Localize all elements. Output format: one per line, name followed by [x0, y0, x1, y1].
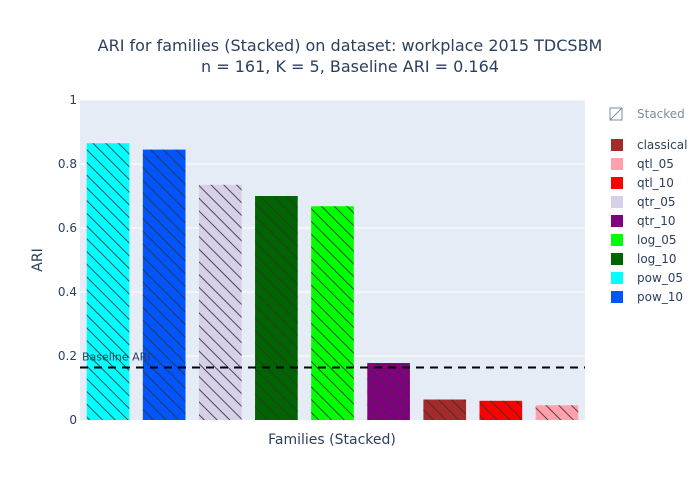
bar-hatch-pow_10 [142, 149, 186, 420]
legend-swatch [611, 158, 623, 170]
legend-swatch [611, 234, 623, 246]
legend-swatch [611, 291, 623, 303]
y-tick-label: 0.6 [58, 221, 77, 235]
bar-hatch-log_05 [311, 206, 354, 420]
bar-hatch-log_10 [255, 196, 298, 420]
legend-item-log_10[interactable]: log_10 [611, 252, 677, 266]
bar-hatch-qtl_10 [479, 400, 523, 420]
bar-hatch-qtr_10 [367, 363, 410, 420]
baseline-group: Baseline ARI [80, 351, 585, 369]
y-tick-label: 0.8 [58, 157, 77, 171]
legend-swatch [611, 139, 623, 151]
legend-label: qtl_05 [637, 157, 674, 171]
legend-label: qtr_05 [637, 195, 676, 209]
legend-header-label: Stacked [637, 107, 685, 121]
legend: Stacked classical qtl_05 qtl_10 qtr_05 qtr_1… [609, 107, 687, 304]
legend-label: log_05 [637, 233, 677, 247]
y-axis-title: ARI [30, 248, 46, 271]
legend-item-pow_10[interactable]: pow_10 [611, 290, 683, 304]
bar-hatch-qtl_05 [535, 405, 579, 420]
y-tick-label: 1 [69, 93, 77, 107]
legend-items: classical qtl_05 qtl_10 qtr_05 qtr_10 log_05l… [611, 138, 687, 304]
legend-label: classical [637, 138, 687, 152]
baseline-label: Baseline ARI [82, 351, 151, 364]
legend-header-swatch [609, 107, 623, 121]
legend-label: log_10 [637, 252, 677, 266]
chart-title-line2: n = 161, K = 5, Baseline ARI = 0.164 [201, 57, 499, 76]
legend-item-qtr_05[interactable]: qtr_05 [611, 195, 676, 209]
bar-hatch-pow_05 [86, 143, 130, 420]
y-axis-ticks: 0 0.2 0.4 0.6 0.8 1 [58, 93, 77, 427]
bar-hatch-classical [423, 399, 467, 420]
bar-hatch-qtr_05 [198, 184, 242, 420]
legend-swatch [611, 196, 623, 208]
legend-header-swatch-hatch [609, 107, 623, 121]
legend-swatch [611, 253, 623, 265]
bars-group [86, 143, 579, 420]
legend-item-pow_05[interactable]: pow_05 [611, 271, 683, 285]
y-tick-label: 0.2 [58, 349, 77, 363]
legend-header[interactable]: Stacked [609, 107, 685, 121]
chart-title-line1: ARI for families (Stacked) on dataset: w… [98, 36, 603, 55]
legend-item-classical[interactable]: classical [611, 138, 687, 152]
legend-item-qtl_05[interactable]: qtl_05 [611, 157, 674, 171]
legend-swatch [611, 177, 623, 189]
legend-item-qtr_10[interactable]: qtr_10 [611, 214, 676, 228]
legend-label: qtr_10 [637, 214, 676, 228]
legend-swatch [611, 272, 623, 284]
legend-item-qtl_10[interactable]: qtl_10 [611, 176, 674, 190]
legend-item-log_05[interactable]: log_05 [611, 233, 677, 247]
legend-label: qtl_10 [637, 176, 674, 190]
legend-label: pow_05 [637, 271, 683, 285]
y-tick-label: 0 [69, 413, 77, 427]
legend-swatch [611, 215, 623, 227]
x-axis-title: Families (Stacked) [268, 432, 396, 448]
y-tick-label: 0.4 [58, 285, 77, 299]
legend-label: pow_10 [637, 290, 683, 304]
